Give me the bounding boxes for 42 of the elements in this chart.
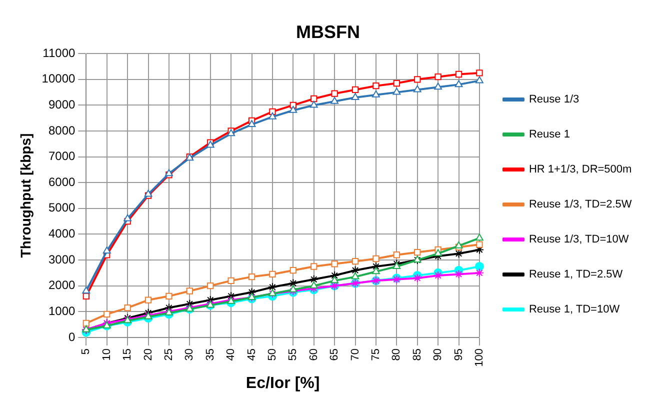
x-tick-label: 30 [184,348,196,361]
y-tick-label: 1000 [48,304,76,318]
y-tick-label: 9000 [48,98,76,112]
x-tick-label: 60 [308,348,320,361]
x-tick-label: 65 [328,348,341,361]
legend-label: Reuse 1/3 [528,94,580,106]
y-tick-label: 2000 [48,278,76,292]
legend-label: Reuse 1 [528,128,570,141]
x-tick-label: 45 [246,348,258,361]
x-tick-label: 35 [204,348,216,361]
x-tick-label: 80 [390,348,403,361]
x-tick-label: 100 [474,348,486,367]
y-tick-label: 8000 [48,123,76,138]
legend-label: Reuse 1, TD=10W [528,304,620,316]
y-tick-label: 0 [68,330,76,344]
y-tick-label: 4000 [48,226,76,241]
legend-label: Reuse 1/3, TD=2.5W [528,198,632,211]
x-tick-label: 15 [122,348,134,361]
x-tick-label: 95 [452,348,465,361]
legend-label: Reuse 1, TD=2.5W [528,268,624,281]
y-tick-label: 10000 [42,72,76,86]
x-tick-label: 20 [142,348,154,361]
legend-label: HR 1+1/3, DR=500m [528,164,632,176]
x-tick-label: 85 [411,348,424,361]
x-axis-title: Ec/Ior [%] [246,374,320,392]
y-tick-label: 5000 [48,200,76,215]
x-tick-label: 70 [349,348,362,361]
y-tick-label: 3000 [48,252,76,266]
x-tick-label: 5 [80,348,92,355]
x-tick-label: 75 [370,348,382,361]
legend-label: Reuse 1/3, TD=10W [528,234,630,246]
y-tick-label: 7000 [48,149,76,164]
y-tick-label: 11000 [42,46,76,60]
x-tick-label: 90 [432,348,444,361]
x-tick-label: 40 [225,348,238,361]
chart-title: MBSFN [296,22,360,42]
x-tick-label: 50 [266,348,279,361]
x-tick-label: 10 [100,348,113,361]
y-axis-title: Throughput [kbps] [17,133,34,258]
x-tick-label: 25 [163,348,176,361]
x-tick-label: 55 [287,348,300,361]
y-tick-label: 6000 [48,174,76,189]
